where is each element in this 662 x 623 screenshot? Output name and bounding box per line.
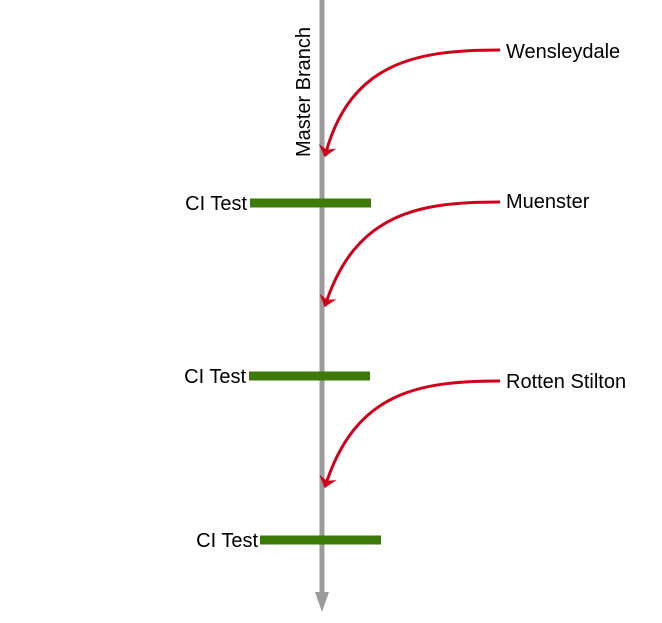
master-branch-arrowhead xyxy=(315,592,329,612)
ci-test-label-3: CI Test xyxy=(196,530,258,552)
ci-test-label-2: CI Test xyxy=(184,366,246,388)
master-branch-label: Master Branch xyxy=(293,27,315,157)
merge-arrow-3 xyxy=(319,379,501,488)
merge-label-rotten-stilton: Rotten Stilton xyxy=(506,371,626,393)
merge-label-wensleydale: Wensleydale xyxy=(506,41,620,63)
merge-arrow-1 xyxy=(318,48,501,157)
merge-label-muenster: Muenster xyxy=(506,191,590,213)
merge-arrow-2 xyxy=(319,200,501,307)
ci-test-label-1: CI Test xyxy=(185,193,247,215)
